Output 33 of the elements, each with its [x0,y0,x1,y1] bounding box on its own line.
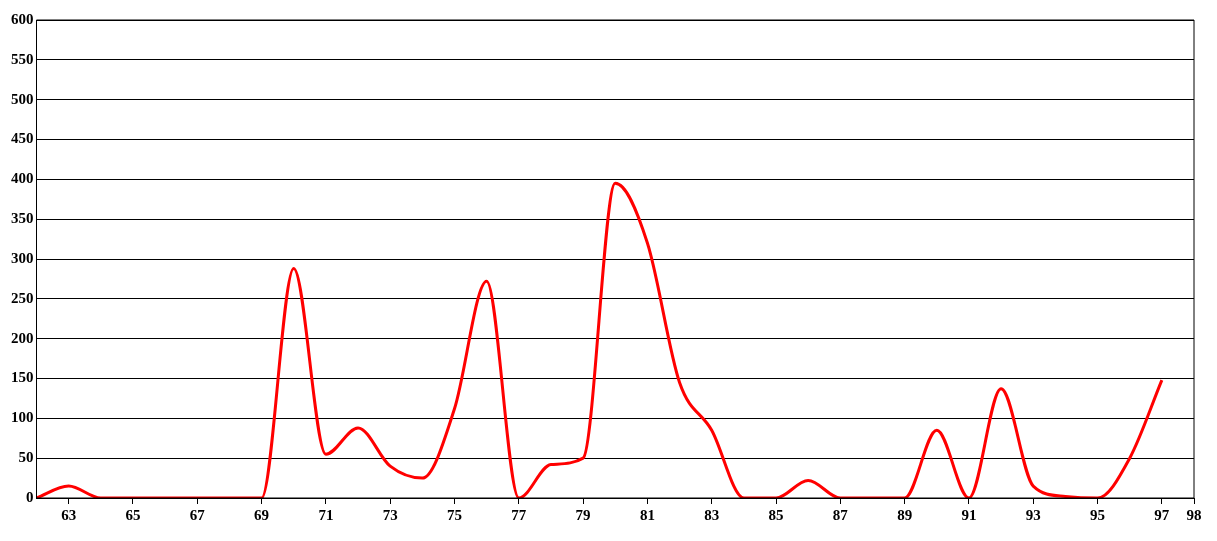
y-tick-label: 500 [11,90,34,107]
x-tick-label: 69 [254,506,270,523]
x-tick-label: 93 [1025,506,1041,523]
x-tick-label: 98 [1186,506,1202,523]
x-tick-label: 83 [704,506,720,523]
x-tick-label: 77 [511,506,527,523]
y-tick-label: 250 [11,289,34,306]
x-tick-label: 67 [189,506,206,523]
x-tick-label: 79 [575,506,591,523]
line-series [36,181,1164,498]
x-tick-label: 81 [639,506,655,523]
y-tick-label: 50 [18,449,34,466]
x-tick-label: 71 [318,506,334,523]
x-tick-label: 85 [768,506,784,523]
y-tick-label: 350 [11,210,34,227]
x-tick-label: 91 [961,506,977,523]
y-tick-label: 100 [11,409,34,426]
x-tick-label: 97 [1154,506,1170,523]
y-tick-label: 300 [11,249,34,266]
y-tick-label: 150 [11,369,34,386]
y-tick-label: 200 [11,329,34,346]
y-tick-label: 0 [26,488,34,505]
x-tick-label: 95 [1090,506,1106,523]
x-tick-label: 87 [832,506,849,523]
x-tick-label: 89 [897,506,913,523]
y-tick-label: 450 [11,130,34,147]
y-tick-label: 600 [11,10,34,27]
x-tick-label: 73 [382,506,398,523]
y-tick-label: 550 [11,50,34,67]
y-tick-label: 400 [11,170,34,187]
x-tick-label: 65 [125,506,141,523]
x-tick-label: 63 [61,506,77,523]
x-tick-label: 75 [446,506,462,523]
